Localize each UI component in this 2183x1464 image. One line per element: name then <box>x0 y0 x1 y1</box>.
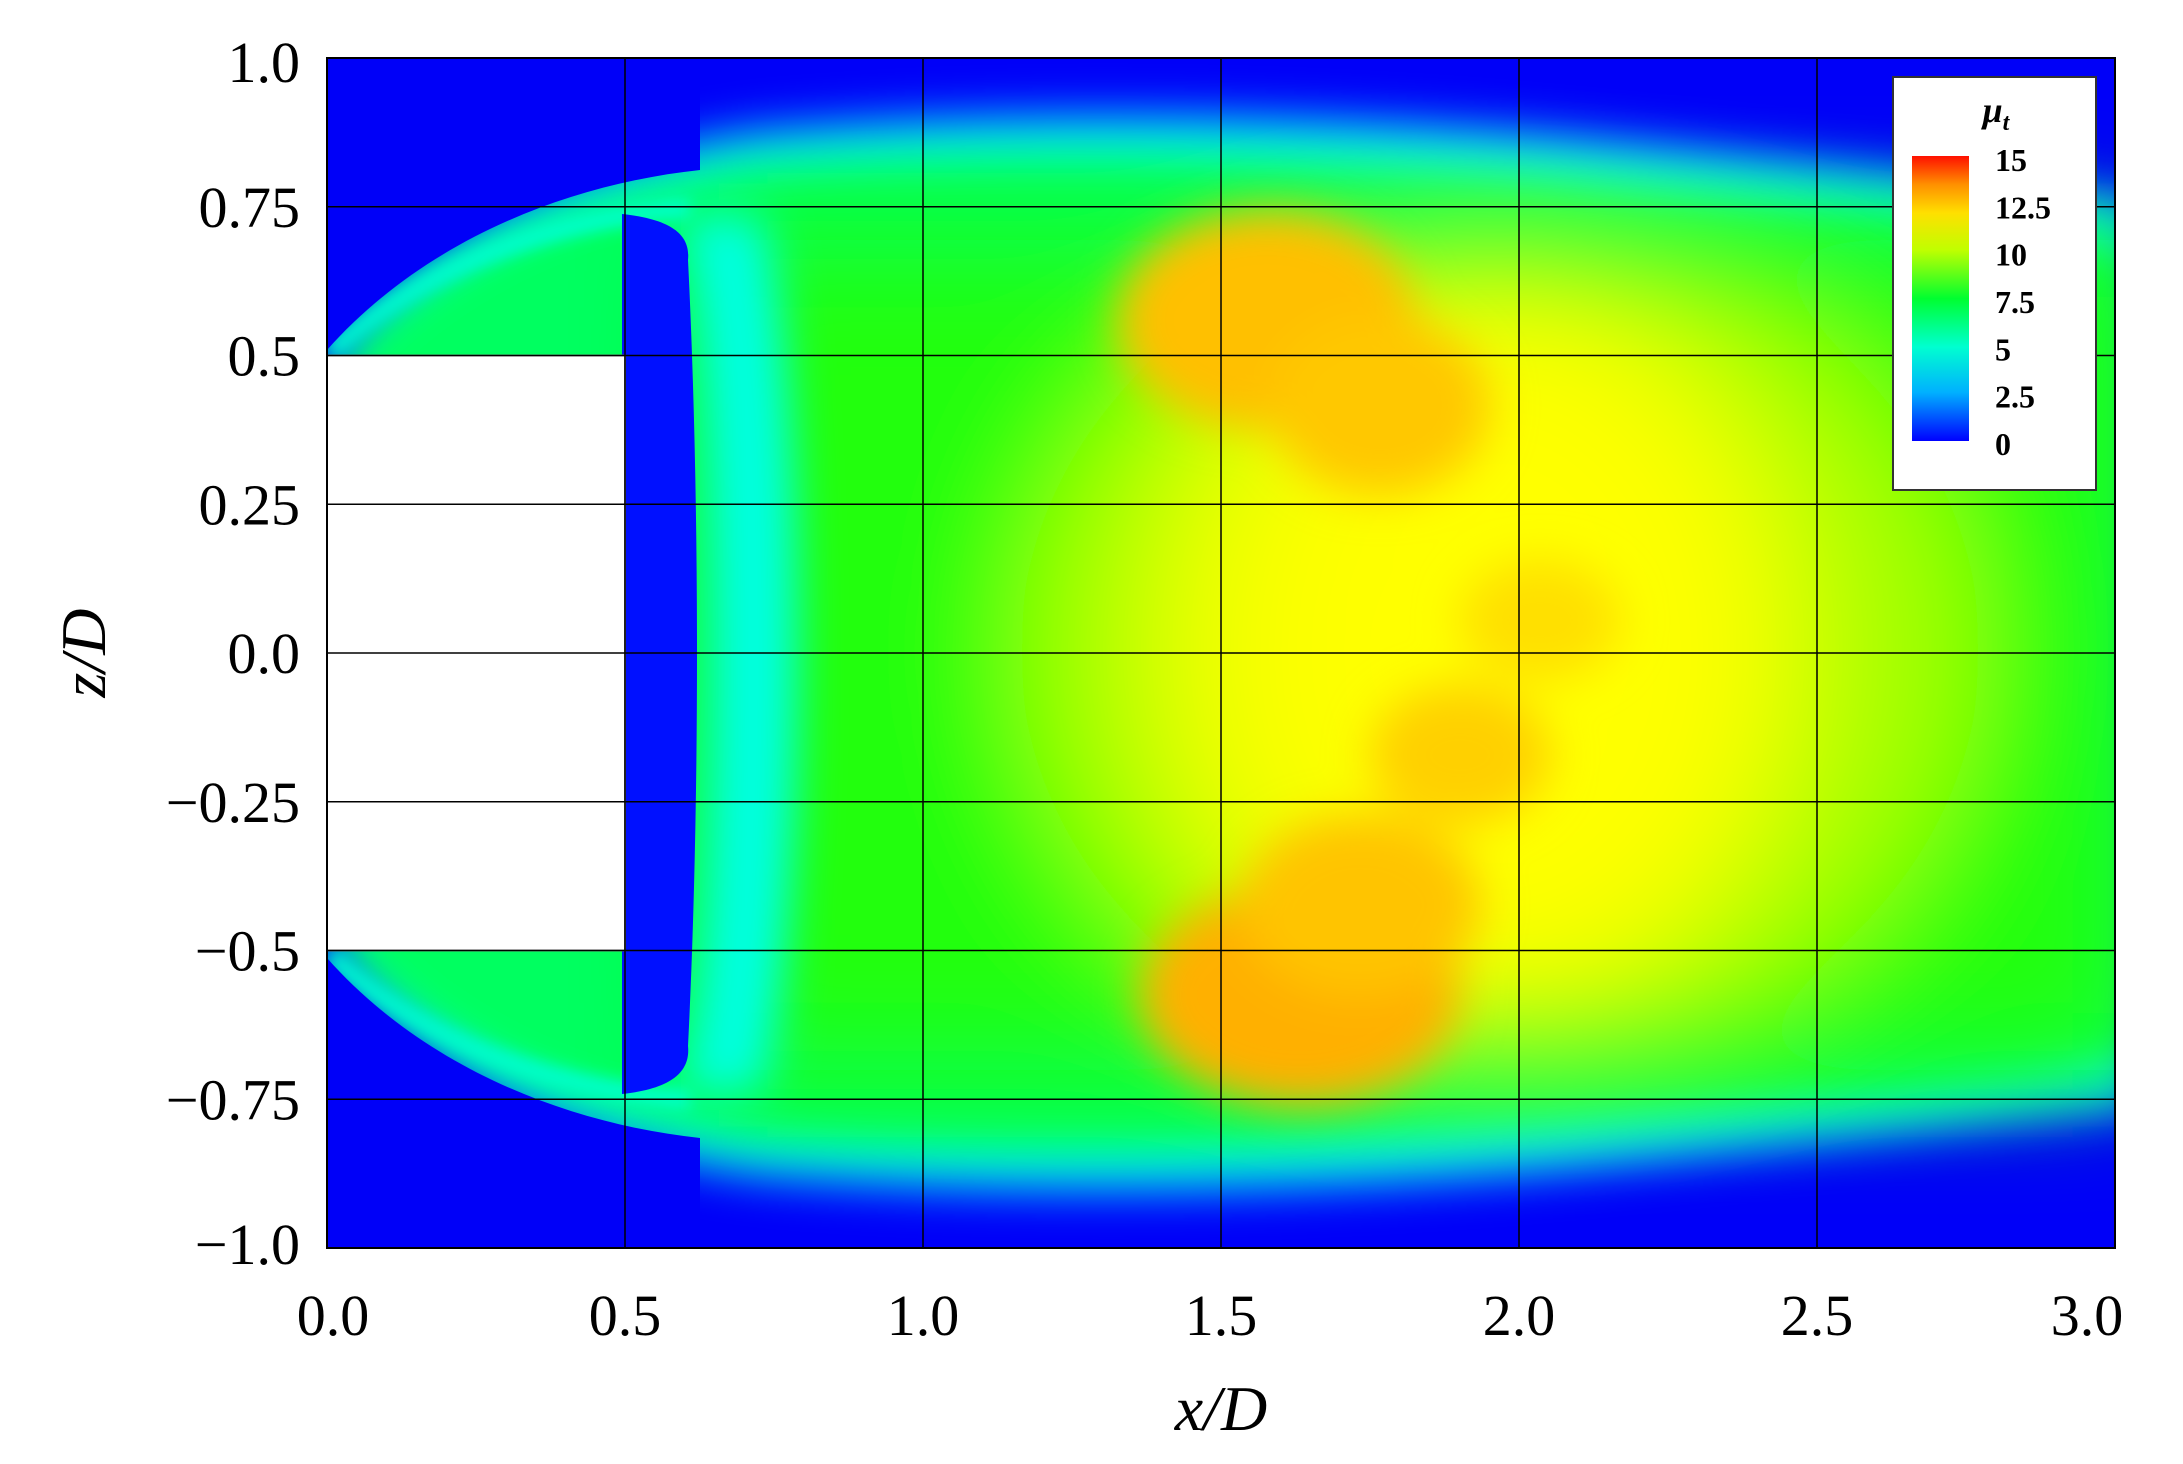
x-tick-label: 0.0 <box>297 1283 370 1348</box>
peak-lower-2 <box>1240 815 1480 995</box>
recirculation-edge <box>680 215 798 1093</box>
heatmap-field <box>327 58 2115 1248</box>
colorbar-tick-label: 0 <box>1995 426 2011 462</box>
peak-mid-upper <box>1270 315 1490 495</box>
y-tick-label: 0.0 <box>228 621 301 686</box>
peak-center-upper <box>1460 560 1620 680</box>
colorbar-tick-label: 12.5 <box>1995 189 2051 225</box>
x-axis-label: x/D <box>1174 1373 1267 1444</box>
colorbar-tick-label: 10 <box>1995 237 2027 273</box>
leading-edge-streaks <box>327 199 691 1109</box>
upstream-corner-lower <box>327 958 700 1248</box>
colorbar-title-subscript: t <box>2003 110 2011 136</box>
colorbar-legend: μt 15 12.5 10 7.5 5 2.5 0 <box>1892 76 2097 491</box>
y-tick-label: 0.5 <box>228 324 301 389</box>
grid <box>326 57 2116 1249</box>
colorbar-tick-label: 15 <box>1995 142 2027 178</box>
x-tick-label: 1.0 <box>887 1283 960 1348</box>
y-tick-label: 0.25 <box>199 472 301 537</box>
x-tick-label: 2.0 <box>1483 1283 1556 1348</box>
x-tick-label: 2.5 <box>1781 1283 1854 1348</box>
wake-peaks <box>1117 210 1620 1105</box>
y-tick-label: −0.75 <box>166 1067 300 1132</box>
y-tick-label: −0.5 <box>195 919 300 984</box>
x-tick-label: 3.0 <box>2051 1283 2124 1348</box>
x-tick-labels: 0.0 0.5 1.0 1.5 2.0 2.5 3.0 <box>297 1283 2124 1348</box>
colorbar-tick-label: 2.5 <box>1995 379 2035 415</box>
y-tick-label: −1.0 <box>195 1212 300 1277</box>
colorbar-tick-label: 7.5 <box>1995 284 2035 320</box>
colorbar-title-symbol: μ <box>1981 90 2003 130</box>
plot-frame <box>326 57 2116 1249</box>
colorbar-title: μt <box>1981 90 2011 136</box>
y-tick-label: 0.75 <box>199 175 301 240</box>
colorbar-gradient <box>1912 156 1969 441</box>
peak-center <box>1370 685 1550 825</box>
x-tick-label: 0.5 <box>589 1283 662 1348</box>
y-tick-label: 1.0 <box>228 30 301 95</box>
y-tick-label: −0.25 <box>166 770 300 835</box>
colorbar-tick-labels: 15 12.5 10 7.5 5 2.5 0 <box>1995 142 2051 462</box>
y-axis-label: z/D <box>48 609 119 699</box>
x-tick-label: 1.5 <box>1185 1283 1258 1348</box>
y-tick-labels: 1.0 0.75 0.5 0.25 0.0 −0.25 −0.5 −0.75 −1.0 <box>166 30 300 1277</box>
colorbar-tick-label: 5 <box>1995 331 2011 367</box>
recirculation-gap <box>622 214 697 1094</box>
upstream-corner-upper <box>327 58 700 350</box>
